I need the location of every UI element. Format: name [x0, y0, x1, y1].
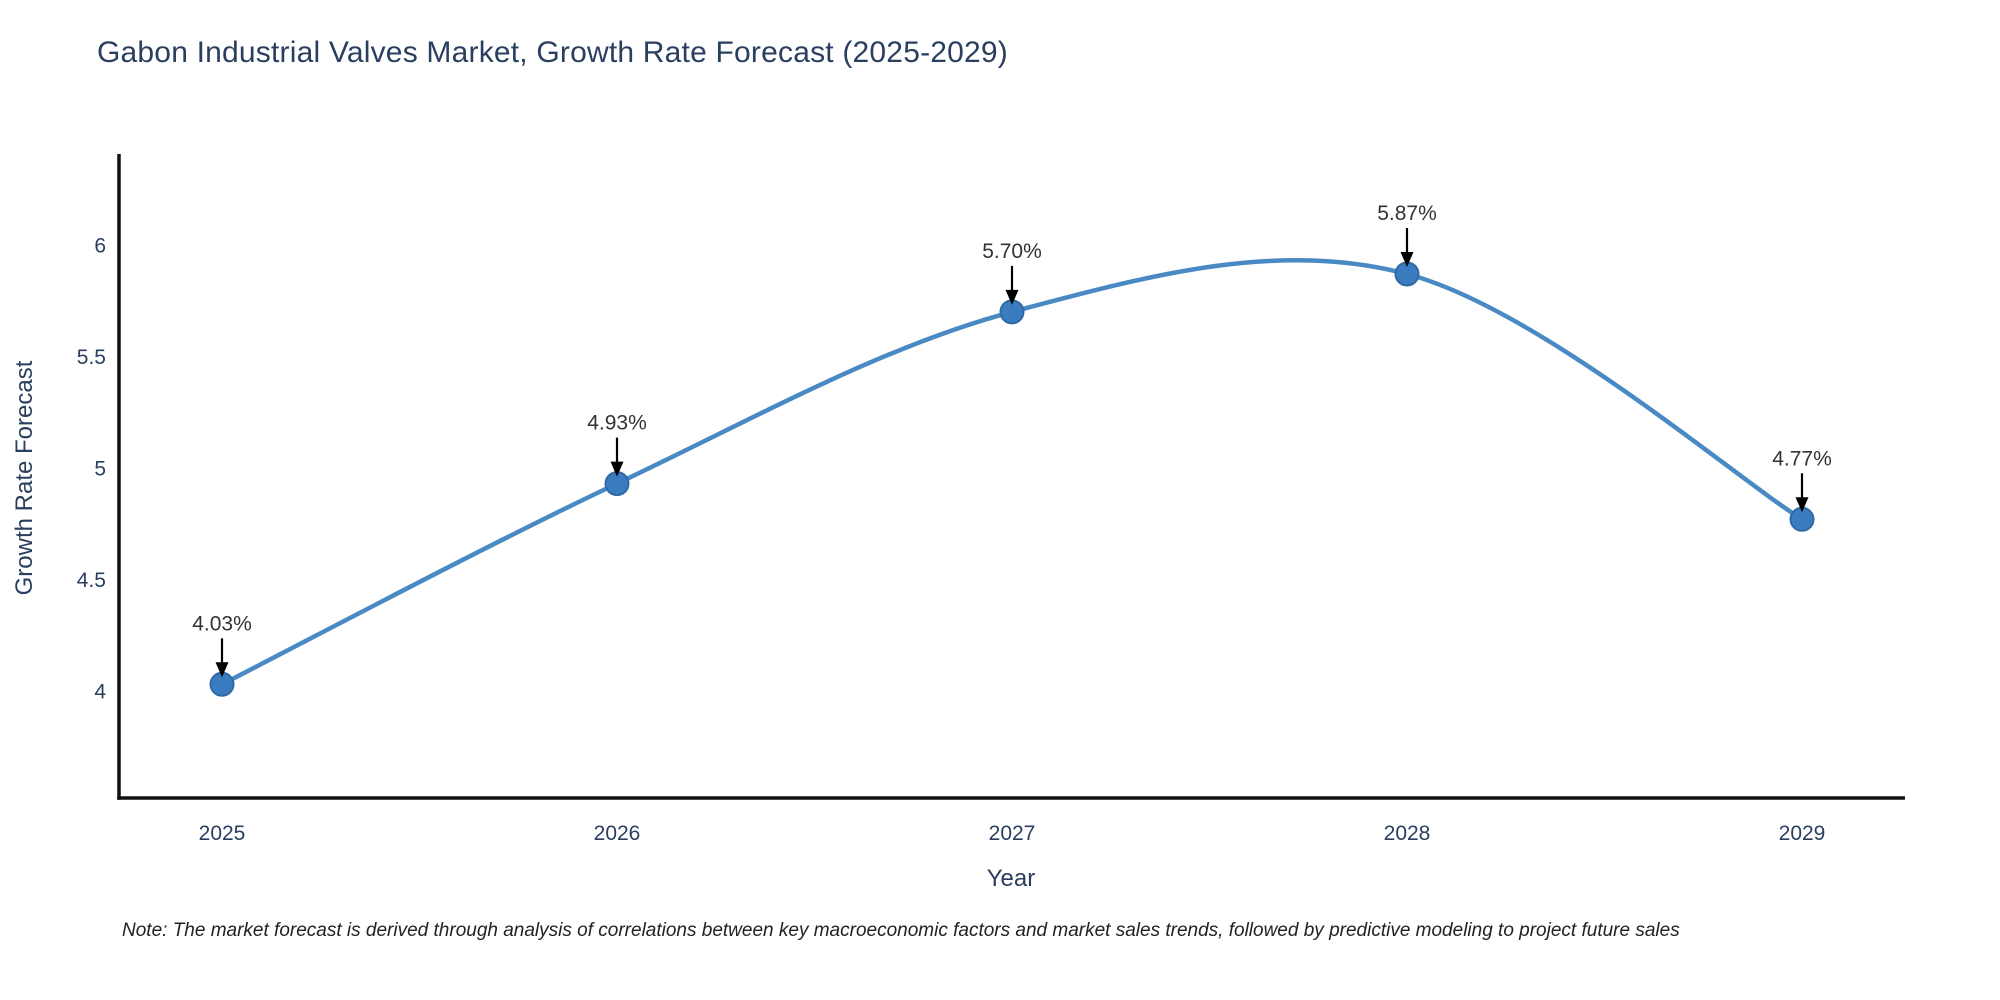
chart-title: Gabon Industrial Valves Market, Growth R…	[97, 36, 1008, 69]
point-label: 4.03%	[192, 612, 252, 635]
x-tick-label: 2029	[1779, 822, 1826, 845]
y-tick-label: 4	[94, 681, 106, 704]
point-label: 4.93%	[587, 412, 647, 435]
x-tick-label: 2027	[989, 822, 1036, 845]
point-label: 5.70%	[982, 240, 1042, 263]
point-label: 4.77%	[1772, 447, 1832, 470]
y-tick-label: 4.5	[77, 569, 106, 592]
x-axis-title: Year	[987, 865, 1036, 892]
annotation-arrowhead	[610, 461, 624, 477]
y-tick-label: 5.5	[77, 346, 106, 369]
annotation-arrowhead	[215, 662, 229, 678]
y-axis-title: Growth Rate Forecast	[11, 360, 38, 595]
x-tick-label: 2026	[594, 822, 641, 845]
annotation-arrowhead	[1795, 497, 1809, 513]
x-tick-label: 2028	[1384, 822, 1431, 845]
y-tick-label: 5	[94, 458, 106, 481]
annotation-arrowhead	[1400, 251, 1414, 267]
annotation-arrowhead	[1005, 289, 1019, 305]
footnote: Note: The market forecast is derived thr…	[122, 920, 1680, 941]
x-tick-label: 2025	[199, 822, 246, 845]
y-tick-label: 6	[94, 235, 106, 258]
point-label: 5.87%	[1377, 202, 1437, 225]
plot-layer: 4 4.5 5 5.5 6 2025 2026 2027 2028 2029 4.03% 4.93% 5…	[77, 202, 1832, 845]
